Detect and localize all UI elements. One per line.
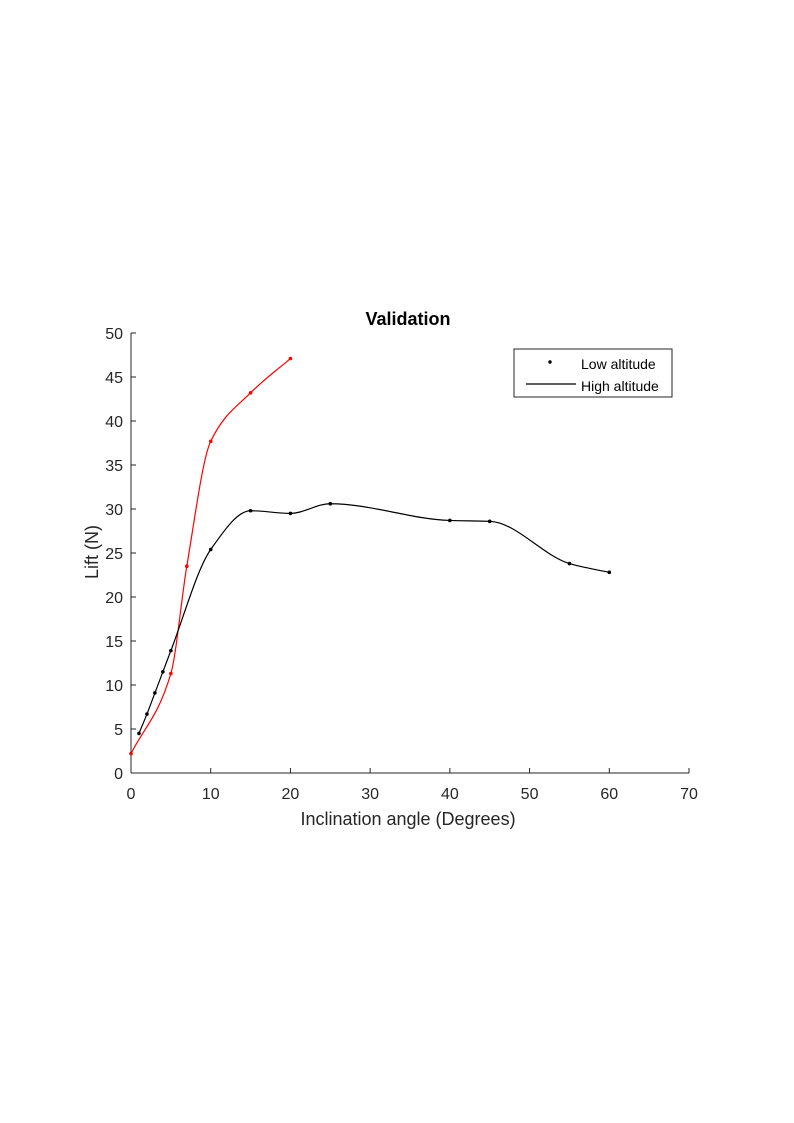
series-high-altitude [137,501,612,736]
data-point-high-altitude [288,511,293,516]
x-tick-label: 50 [521,786,539,803]
series-low-altitude [129,356,293,756]
data-point-high-altitude [248,508,253,513]
series-line-high-altitude [138,503,610,734]
legend: Low altitude High altitude [513,348,673,398]
y-tick-label: 40 [105,414,123,431]
data-point-high-altitude [487,519,492,524]
data-point-high-altitude [169,648,173,653]
x-ticks: 0 10 20 30 40 50 60 70 [127,768,698,803]
y-tick-label: 30 [105,502,123,519]
data-point-high-altitude [161,670,165,674]
y-tick-label: 45 [105,370,123,387]
chart-title: Validation [365,309,450,329]
y-tick-label: 50 [105,326,123,343]
x-tick-label: 60 [600,786,618,803]
y-tick-label: 15 [105,634,123,651]
data-point-low-altitude [208,439,213,444]
x-axis-title: Inclination angle (Degrees) [300,809,515,829]
data-point-high-altitude [137,731,141,736]
data-point-high-altitude [328,501,333,506]
y-tick-label: 10 [105,678,123,695]
data-point-high-altitude [153,691,157,695]
data-point-high-altitude [607,570,612,575]
y-tick-label: 35 [105,458,123,475]
x-tick-label: 40 [441,786,459,803]
data-point-low-altitude [288,356,293,361]
y-tick-label: 0 [114,766,123,783]
data-point-low-altitude [169,671,173,676]
y-ticks: 0 5 10 15 20 25 30 35 40 45 50 [105,326,136,783]
data-point-low-altitude [129,751,133,756]
data-point-low-altitude [248,391,253,395]
data-point-low-altitude [185,564,189,568]
x-tick-label: 20 [282,786,300,803]
x-tick-label: 30 [361,786,379,803]
x-tick-label: 0 [127,786,136,803]
data-point-high-altitude [208,547,213,552]
y-tick-label: 25 [105,546,123,563]
legend-box [513,348,673,398]
data-point-high-altitude [448,518,452,523]
axes: 0 10 20 30 40 50 60 70 0 5 10 15 20 25 30 35 40 45 50 [105,326,698,803]
plot-area [129,356,612,756]
data-point-high-altitude [567,561,572,566]
y-tick-label: 5 [114,722,123,739]
legend-marker-low-altitude [548,360,552,364]
legend-label-low-altitude: Low altitude [581,356,656,372]
data-point-high-altitude [145,712,149,716]
y-axis-title: Lift (N) [82,525,102,579]
x-tick-label: 70 [680,786,698,803]
legend-label-high-altitude: High altitude [581,378,659,394]
x-tick-label: 10 [202,786,220,803]
y-tick-label: 20 [105,590,123,607]
